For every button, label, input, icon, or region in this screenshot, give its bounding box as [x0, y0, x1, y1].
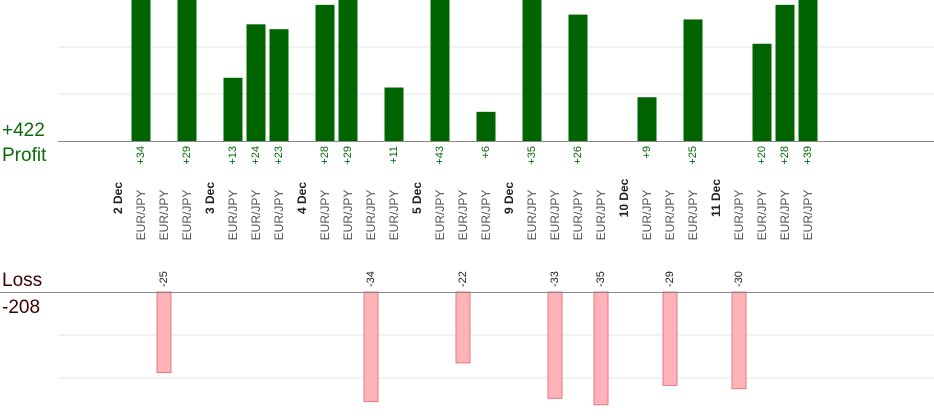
profit-bar [246, 24, 266, 141]
profit-bar [637, 97, 657, 141]
profit-value-label: +23 [273, 146, 285, 165]
profit-value-label: +35 [526, 146, 538, 165]
profit-value-label: +43 [434, 146, 446, 165]
pair-label: EUR/JPY [341, 190, 355, 241]
pair-label: EUR/JPY [272, 190, 286, 241]
profit-value-label: +9 [641, 146, 653, 159]
pair-label: EUR/JPY [686, 190, 700, 241]
profit-bar [315, 4, 335, 141]
loss-bar [731, 291, 747, 390]
pair-label: EUR/JPY [157, 190, 171, 241]
pair-label: EUR/JPY [318, 190, 332, 241]
loss-bar [455, 291, 471, 364]
loss-bar [593, 291, 609, 406]
loss-bar [363, 291, 379, 403]
date-label: 9 Dec [502, 182, 516, 214]
pair-label: EUR/JPY [180, 190, 194, 241]
pair-label: EUR/JPY [801, 190, 815, 241]
profit-bar [752, 43, 772, 141]
profit-value-label: +26 [572, 146, 584, 165]
profit-total: +422 [2, 120, 45, 141]
pair-label: EUR/JPY [226, 190, 240, 241]
profit-value-label: +6 [480, 146, 492, 159]
date-label: 2 Dec [111, 182, 125, 214]
profit-value-label: +24 [250, 146, 262, 165]
profit-value-label: +29 [342, 146, 354, 165]
profit-value-label: +28 [779, 146, 791, 165]
date-label: 5 Dec [410, 182, 424, 214]
pair-label: EUR/JPY [778, 190, 792, 241]
loss-value-label: -34 [365, 271, 377, 287]
loss-value-label: -25 [158, 271, 170, 287]
loss-bar [156, 291, 172, 374]
profit-bar [568, 14, 588, 142]
pair-label: EUR/JPY [433, 190, 447, 241]
profit-bar [177, 0, 197, 141]
pair-label: EUR/JPY [755, 190, 769, 241]
pair-label: EUR/JPY [732, 190, 746, 241]
pair-label: EUR/JPY [364, 190, 378, 241]
pair-label: EUR/JPY [134, 190, 148, 241]
profit-value-label: +29 [181, 146, 193, 165]
profit-value-label: +25 [687, 146, 699, 165]
loss-total: -208 [2, 297, 41, 318]
pair-label: EUR/JPY [640, 190, 654, 241]
loss-bar [547, 291, 563, 399]
loss-value-label: -22 [457, 271, 469, 287]
pair-label: EUR/JPY [663, 190, 677, 241]
profit-value-label: +11 [388, 146, 400, 164]
profit-value-label: +13 [227, 146, 239, 165]
loss-value-label: -29 [664, 271, 676, 287]
loss-bar [662, 291, 678, 386]
profit-bar [798, 0, 818, 141]
pair-label: EUR/JPY [571, 190, 585, 241]
profit-bar [430, 0, 450, 141]
profit-bar [775, 4, 795, 141]
profit-value-label: +34 [135, 146, 147, 165]
profit-label: Profit [2, 145, 47, 166]
date-label: 4 Dec [295, 182, 309, 214]
profit-value-label: +39 [802, 146, 814, 165]
pair-label: EUR/JPY [594, 190, 608, 241]
date-label: 10 Dec [617, 178, 631, 217]
pair-label: EUR/JPY [525, 190, 539, 241]
profit-bar [269, 29, 289, 142]
loss-label: Loss [2, 270, 43, 291]
profit-bar [131, 0, 151, 141]
pair-label: EUR/JPY [387, 190, 401, 241]
date-label: 3 Dec [203, 182, 217, 214]
date-label: 11 Dec [709, 179, 723, 217]
profit-bar [476, 111, 496, 141]
pair-label: EUR/JPY [479, 190, 493, 241]
profit-value-label: +28 [319, 146, 331, 165]
loss-value-label: -33 [549, 271, 561, 287]
loss-value-label: -30 [733, 271, 745, 287]
pair-label: EUR/JPY [548, 190, 562, 241]
profit-bar [522, 0, 542, 141]
profit-value-label: +20 [756, 146, 768, 165]
profit-bar [338, 0, 358, 141]
profit-bar [384, 87, 404, 141]
loss-value-label: -35 [595, 271, 607, 287]
pair-label: EUR/JPY [249, 190, 263, 241]
profit-bar [223, 77, 243, 141]
profit-bar [683, 19, 703, 142]
pair-label: EUR/JPY [456, 190, 470, 241]
